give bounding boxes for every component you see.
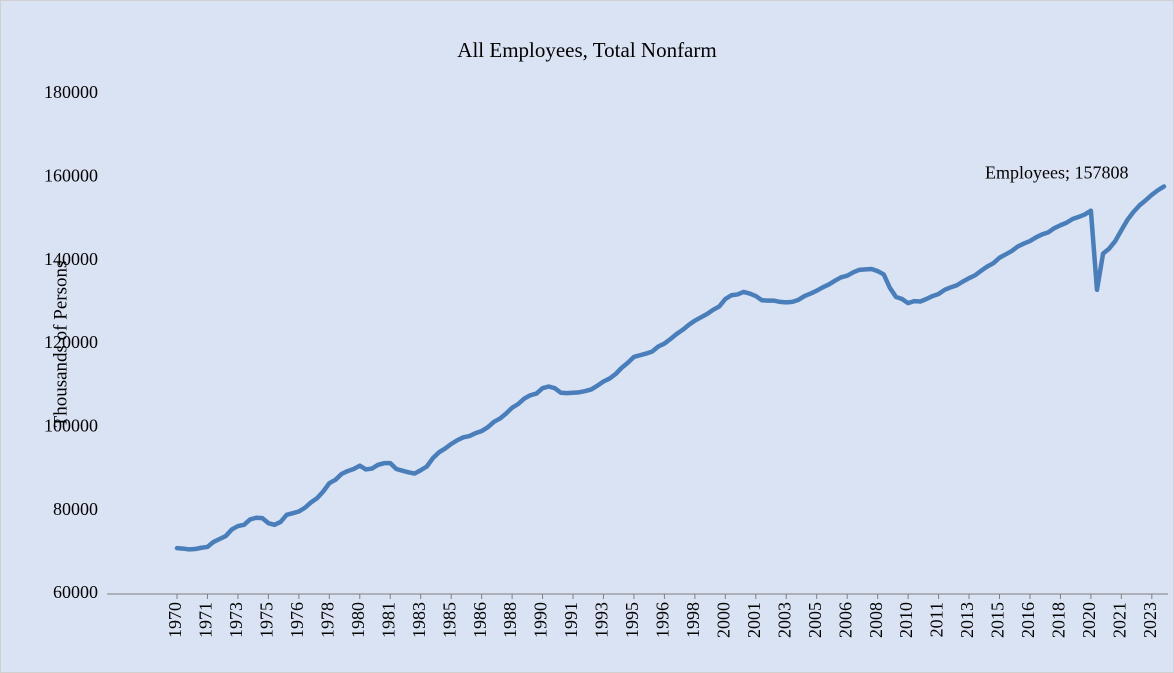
x-tick-label: 2000 — [713, 602, 733, 638]
x-tick-label: 2016 — [1018, 602, 1038, 638]
x-tick-label: 2005 — [805, 602, 825, 638]
x-tick-label: 2018 — [1049, 602, 1069, 638]
y-tick-label: 60000 — [53, 582, 98, 602]
x-tick-label: 2020 — [1079, 602, 1099, 638]
x-tick-label: 1981 — [378, 602, 398, 638]
x-tick-label: 2001 — [744, 602, 764, 638]
x-tick-label: 1978 — [317, 602, 337, 638]
y-tick-label: 140000 — [44, 249, 98, 269]
y-tick-label: 80000 — [53, 499, 98, 519]
x-tick-label: 1995 — [622, 602, 642, 638]
x-tick-label: 2008 — [866, 602, 886, 638]
x-tick-label: 2003 — [774, 602, 794, 638]
x-tick-label: 2011 — [927, 602, 947, 637]
chart-title: All Employees, Total Nonfarm — [457, 38, 716, 62]
x-tick-label: 1983 — [409, 602, 429, 638]
x-tick-label: 1971 — [196, 602, 216, 638]
x-tick-label: 1973 — [226, 602, 246, 638]
y-tick-label: 100000 — [44, 415, 98, 435]
x-tick-label: 2023 — [1140, 602, 1160, 638]
x-tick-label: 2010 — [896, 602, 916, 638]
x-tick-label: 2015 — [988, 602, 1008, 638]
data-label: Employees; 157808 — [985, 163, 1128, 183]
x-tick-label: 1970 — [165, 602, 185, 638]
x-tick-label: 1991 — [561, 602, 581, 638]
x-tick-label: 2021 — [1109, 602, 1129, 638]
x-tick-label: 1985 — [439, 602, 459, 638]
y-tick-label: 120000 — [44, 332, 98, 352]
x-tick-label: 2013 — [957, 602, 977, 638]
x-tick-label: 1998 — [683, 602, 703, 638]
x-tick-label: 1986 — [470, 602, 490, 638]
x-tick-label: 1993 — [592, 602, 612, 638]
x-tick-label: 1975 — [257, 602, 277, 638]
x-tick-label: 1988 — [500, 602, 520, 638]
line-series — [174, 184, 1167, 552]
x-tick-label: 1996 — [653, 602, 673, 638]
x-tick-label: 2006 — [835, 602, 855, 638]
x-tick-label: 1976 — [287, 602, 307, 638]
y-tick-label: 160000 — [44, 165, 98, 185]
x-tick-label: 1990 — [531, 602, 551, 638]
y-tick-label: 180000 — [44, 82, 98, 102]
x-tick-label: 1980 — [348, 602, 368, 638]
y-axis-label: Thousands of Persons — [50, 261, 71, 428]
